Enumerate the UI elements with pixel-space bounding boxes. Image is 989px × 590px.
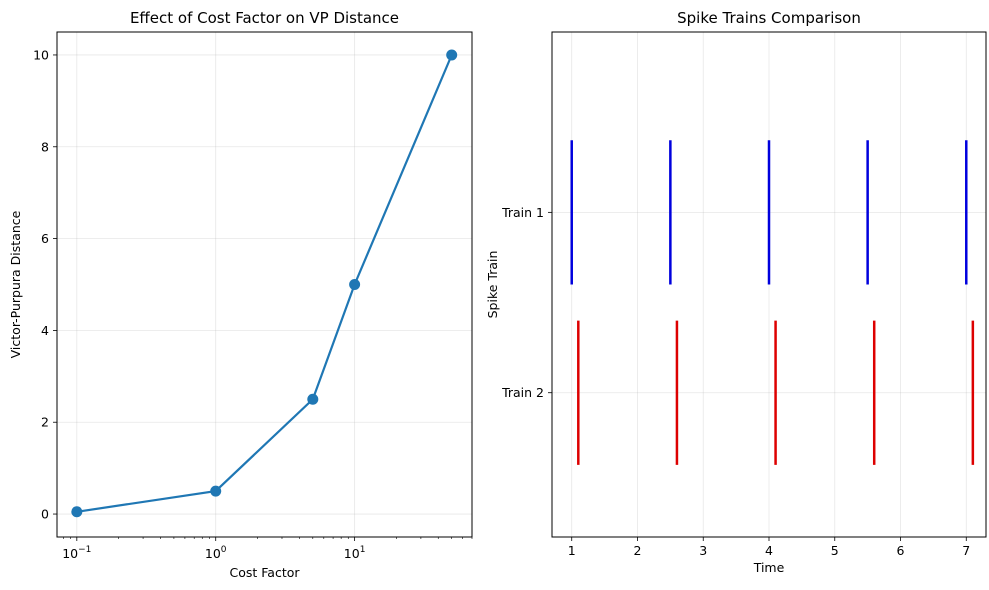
y-tick-label: 8 [41,139,49,154]
chart-title: Spike Trains Comparison [677,9,861,27]
x-tick-exponent: 1 [360,545,366,555]
x-tick-label: 7 [962,543,970,558]
chart-title: Effect of Cost Factor on VP Distance [130,9,399,27]
y-tick-label: Train 1 [501,205,544,220]
x-ticks: 1 2 3 4 5 6 7 [568,537,970,558]
x-ticks: 10−1 100 101 [62,537,473,561]
x-tick-label: 100 [205,545,227,561]
x-tick-label: 3 [699,543,707,558]
x-tick-label: 4 [765,543,773,558]
spikes [570,140,975,465]
y-tick-label: 6 [41,231,49,246]
data-point [446,49,458,61]
y-tick-label: 2 [41,415,49,430]
x-tick-exponent: 0 [221,545,227,555]
series-line [76,54,453,513]
x-tick-label: 5 [831,543,839,558]
x-axis-label: Time [753,560,785,575]
axes-frame [56,31,473,538]
data-point [307,393,319,405]
chart-spike-trains: 1 2 3 4 5 6 7 Train 1 Train 2 Spike Trains Comp… [485,9,987,575]
x-axis-label: Cost Factor [229,565,300,580]
x-tick-label: 2 [634,543,642,558]
y-axis-label: Victor-Purpura Distance [8,210,23,358]
grid [57,32,472,537]
data-point [210,485,222,497]
y-axis-label: Spike Train [485,251,500,319]
y-tick-label: 4 [41,323,49,338]
y-ticks: 0 2 4 6 8 10 [33,47,57,522]
x-tick-label: 1 [568,543,576,558]
x-tick-label: 10−1 [62,545,91,561]
data-point [349,279,361,290]
data-points [71,49,458,518]
x-tick-exponent: −1 [78,545,91,555]
y-tick-label: 0 [41,507,49,522]
y-ticks: Train 1 Train 2 [501,205,552,400]
data-point [71,506,83,518]
x-tick-label: 101 [344,545,366,561]
y-tick-label: 10 [33,47,49,62]
x-tick-label: 6 [897,543,905,558]
y-tick-label: Train 2 [501,385,544,400]
